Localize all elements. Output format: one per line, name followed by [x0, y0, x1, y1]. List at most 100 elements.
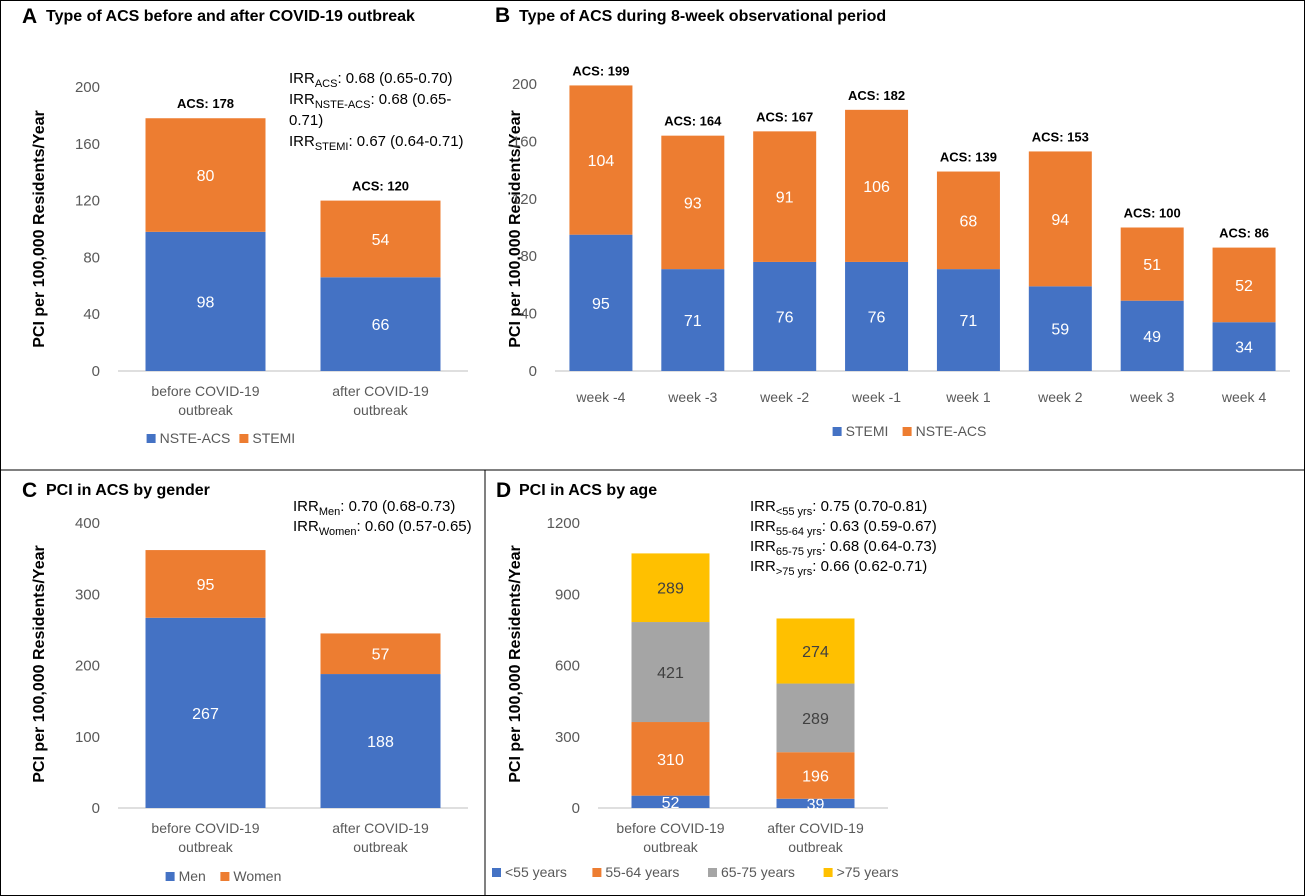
- irr-annotation: IRR<55 yrs: 0.75 (0.70-0.81): [750, 498, 927, 518]
- x-tick-label: week -2: [759, 389, 809, 405]
- x-tick-label: week -3: [667, 389, 717, 405]
- y-axis-label: PCI per 100,000 Residents/Year: [507, 545, 524, 782]
- data-label: 76: [868, 309, 886, 326]
- total-label: ACS: 86: [1219, 226, 1269, 241]
- y-axis-label: PCI per 100,000 Residents/Year: [31, 110, 48, 347]
- data-label: 68: [960, 213, 978, 230]
- legend-label: NSTE-ACS: [160, 430, 231, 446]
- total-label: ACS: 167: [756, 109, 813, 124]
- y-tick-label: 120: [512, 191, 537, 208]
- legend-label: STEMI: [252, 430, 295, 446]
- y-tick-label: 80: [83, 249, 100, 266]
- bar-segment: [753, 131, 817, 262]
- y-tick-label: 0: [92, 363, 100, 380]
- data-label: 34: [1235, 340, 1253, 357]
- bar-segment: [145, 617, 266, 808]
- x-tick-label: week 1: [945, 389, 991, 405]
- data-label: 76: [776, 309, 794, 326]
- data-label: 49: [1143, 329, 1161, 346]
- y-tick-label: 1200: [547, 515, 580, 532]
- total-label: ACS: 100: [1124, 206, 1181, 221]
- panel-letter: B: [495, 4, 510, 27]
- chart-panel-c: C PCI in ACS by gender PCI per 100,000 Res…: [22, 479, 472, 884]
- bar-segment: [569, 85, 633, 235]
- legend-swatch: [823, 868, 833, 877]
- legend-swatch: [902, 427, 912, 436]
- total-label: ACS: 139: [940, 150, 997, 165]
- legend-swatch: [592, 868, 602, 877]
- total-label: ACS: 182: [848, 88, 905, 103]
- data-label: 66: [372, 317, 390, 334]
- bar-segment: [1212, 322, 1276, 371]
- bar-segment: [1028, 151, 1092, 287]
- data-label: 59: [1051, 322, 1069, 339]
- irr-annotation: IRRSTEMI: 0.67 (0.64-0.71): [289, 133, 464, 153]
- legend-label: >75 years: [837, 864, 899, 880]
- legend-swatch: [165, 872, 175, 881]
- data-label: 188: [367, 734, 394, 751]
- bar-segment: [320, 633, 441, 675]
- legend-label: Men: [179, 868, 206, 884]
- x-tick-label: outbreak: [788, 839, 843, 855]
- x-tick-label: before COVID-19: [616, 820, 724, 836]
- panel-title: PCI in ACS by age: [519, 482, 657, 499]
- legend-label: 55-64 years: [605, 864, 679, 880]
- bar-segment: [1120, 227, 1184, 301]
- panel-title: Type of ACS before and after COVID-19 ou…: [46, 8, 415, 25]
- y-tick-label: 160: [512, 133, 537, 150]
- bar-segment: [631, 795, 710, 808]
- x-tick-label: week 2: [1037, 389, 1083, 405]
- x-tick-label: before COVID-19: [151, 820, 259, 836]
- data-label: 289: [802, 711, 829, 728]
- y-tick-label: 300: [555, 729, 580, 746]
- x-tick-label: after COVID-19: [332, 383, 429, 399]
- total-label: ACS: 120: [352, 179, 409, 194]
- bar-segment: [145, 231, 266, 371]
- legend-label: STEMI: [846, 423, 889, 439]
- y-axis-label: PCI per 100,000 Residents/Year: [507, 110, 524, 347]
- x-tick-label: week 3: [1129, 389, 1175, 405]
- y-tick-label: 200: [75, 658, 100, 675]
- x-tick-label: outbreak: [643, 839, 698, 855]
- legend-swatch: [492, 868, 501, 877]
- x-tick-label: outbreak: [178, 402, 233, 418]
- y-tick-label: 100: [75, 729, 100, 746]
- data-label: 39: [807, 796, 825, 813]
- data-label: 80: [197, 168, 215, 185]
- y-tick-label: 80: [520, 248, 537, 265]
- bar-segment: [936, 269, 1000, 371]
- total-label: ACS: 178: [177, 96, 234, 111]
- y-tick-label: 900: [555, 586, 580, 603]
- y-tick-label: 40: [520, 306, 537, 323]
- data-label: 57: [372, 647, 390, 664]
- bar-segment: [776, 683, 855, 753]
- y-tick-label: 120: [75, 193, 100, 210]
- legend-swatch: [146, 434, 156, 443]
- bar-segment: [631, 722, 710, 796]
- irr-annotation: IRR>75 yrs: 0.66 (0.62-0.71): [750, 558, 927, 578]
- y-tick-label: 400: [75, 515, 100, 532]
- data-label: 289: [657, 581, 684, 598]
- y-tick-label: 160: [75, 136, 100, 153]
- legend-swatch: [832, 427, 842, 436]
- data-label: 52: [662, 795, 680, 812]
- irr-annotation: IRRNSTE-ACS: 0.68 (0.65-: [289, 91, 451, 111]
- bar-segment: [320, 674, 441, 808]
- x-tick-label: outbreak: [178, 839, 233, 855]
- y-tick-label: 0: [529, 363, 537, 380]
- data-label: 104: [588, 153, 615, 170]
- x-tick-label: after COVID-19: [332, 820, 429, 836]
- legend-label: <55 years: [505, 864, 567, 880]
- data-label: 91: [776, 190, 794, 207]
- panel-letter: A: [22, 5, 37, 28]
- x-tick-label: after COVID-19: [767, 820, 864, 836]
- y-tick-label: 200: [75, 79, 100, 96]
- data-label: 274: [802, 644, 829, 661]
- x-tick-label: week -4: [575, 389, 625, 405]
- legend-label: Women: [233, 868, 281, 884]
- data-label: 421: [657, 665, 684, 682]
- legend-swatch: [220, 872, 230, 881]
- bar-segment: [145, 118, 266, 232]
- bar-segment: [845, 109, 909, 262]
- x-tick-label: week -1: [851, 389, 901, 405]
